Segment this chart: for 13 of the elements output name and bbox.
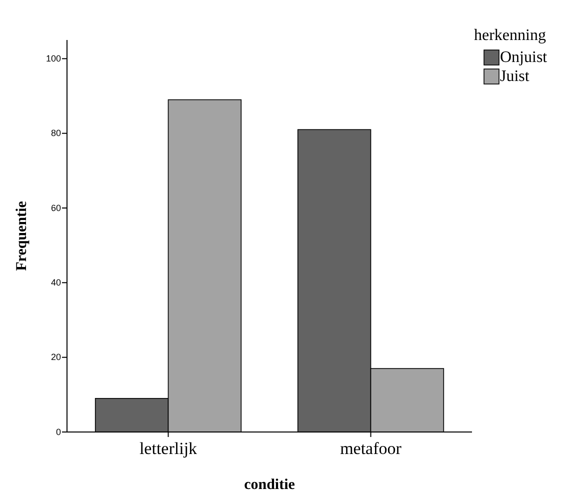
y-tick-label: 100 bbox=[46, 54, 61, 64]
x-axis-title: conditie bbox=[244, 477, 296, 493]
legend-label: Juist bbox=[500, 68, 530, 85]
legend-label: Onjuist bbox=[500, 49, 548, 66]
x-tick-label: metafoor bbox=[340, 439, 402, 458]
y-tick-label: 40 bbox=[50, 278, 61, 288]
y-tick-label: 80 bbox=[50, 128, 61, 138]
y-tick-label: 20 bbox=[50, 352, 61, 362]
x-tick-label: letterlijk bbox=[139, 439, 198, 458]
legend-title: herkenning bbox=[474, 27, 546, 44]
y-tick-label: 60 bbox=[50, 202, 61, 213]
y-tick-label: 0 bbox=[56, 426, 61, 437]
y-axis-title: Frequentie bbox=[14, 200, 30, 271]
